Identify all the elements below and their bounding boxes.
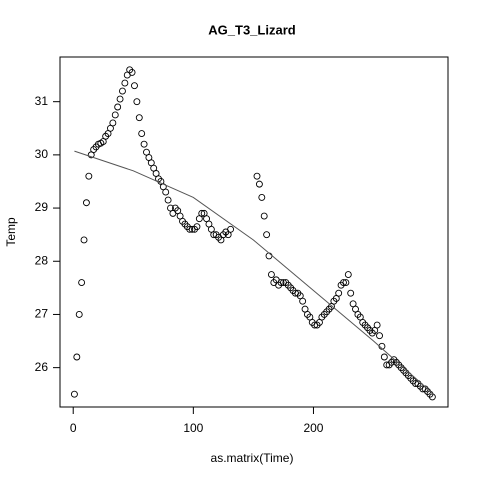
point	[78, 279, 86, 286]
point	[186, 225, 194, 233]
fit-line	[74, 150, 434, 395]
point	[114, 103, 122, 111]
point	[140, 140, 148, 148]
point	[162, 188, 170, 196]
point	[73, 353, 81, 361]
point	[121, 79, 129, 87]
point	[428, 393, 436, 401]
point	[373, 321, 381, 329]
x-axis-label: as.matrix(Time)	[211, 451, 294, 465]
point	[347, 289, 355, 297]
y-axis-label: Temp	[4, 217, 18, 247]
point	[260, 212, 268, 220]
point	[80, 236, 88, 244]
point	[138, 130, 146, 138]
y-tick-label: 31	[35, 94, 49, 108]
x-tick-label: 100	[183, 421, 203, 435]
y-tick-label: 30	[35, 147, 49, 161]
point	[116, 95, 124, 103]
point	[109, 119, 117, 127]
point	[335, 289, 343, 297]
point	[75, 310, 83, 318]
point	[380, 353, 388, 361]
point	[82, 199, 90, 207]
y-tick-label: 27	[35, 307, 49, 321]
point	[299, 297, 307, 305]
point	[227, 225, 235, 233]
point	[258, 193, 266, 201]
point	[135, 114, 143, 122]
point	[164, 196, 172, 204]
point	[255, 180, 263, 188]
point	[85, 172, 93, 180]
point	[70, 390, 78, 398]
x-tick-label: 0	[70, 421, 77, 435]
chart-title: AG_T3_Lizard	[208, 22, 295, 37]
point	[198, 209, 206, 217]
point	[376, 332, 383, 340]
x-tick-label: 200	[303, 421, 323, 435]
point	[344, 271, 352, 279]
point	[119, 87, 126, 95]
point	[277, 279, 285, 286]
point	[111, 111, 119, 119]
point	[342, 279, 350, 286]
point	[265, 252, 273, 260]
point	[340, 279, 347, 286]
y-tick-label: 29	[35, 200, 49, 214]
point	[267, 271, 275, 279]
point	[128, 68, 136, 76]
point	[131, 82, 138, 90]
point	[133, 98, 141, 106]
plot-box	[59, 56, 449, 408]
y-tick-label: 28	[35, 253, 49, 267]
point	[263, 231, 271, 239]
point	[193, 223, 201, 231]
point	[253, 172, 261, 180]
y-tick-label: 26	[35, 360, 49, 374]
